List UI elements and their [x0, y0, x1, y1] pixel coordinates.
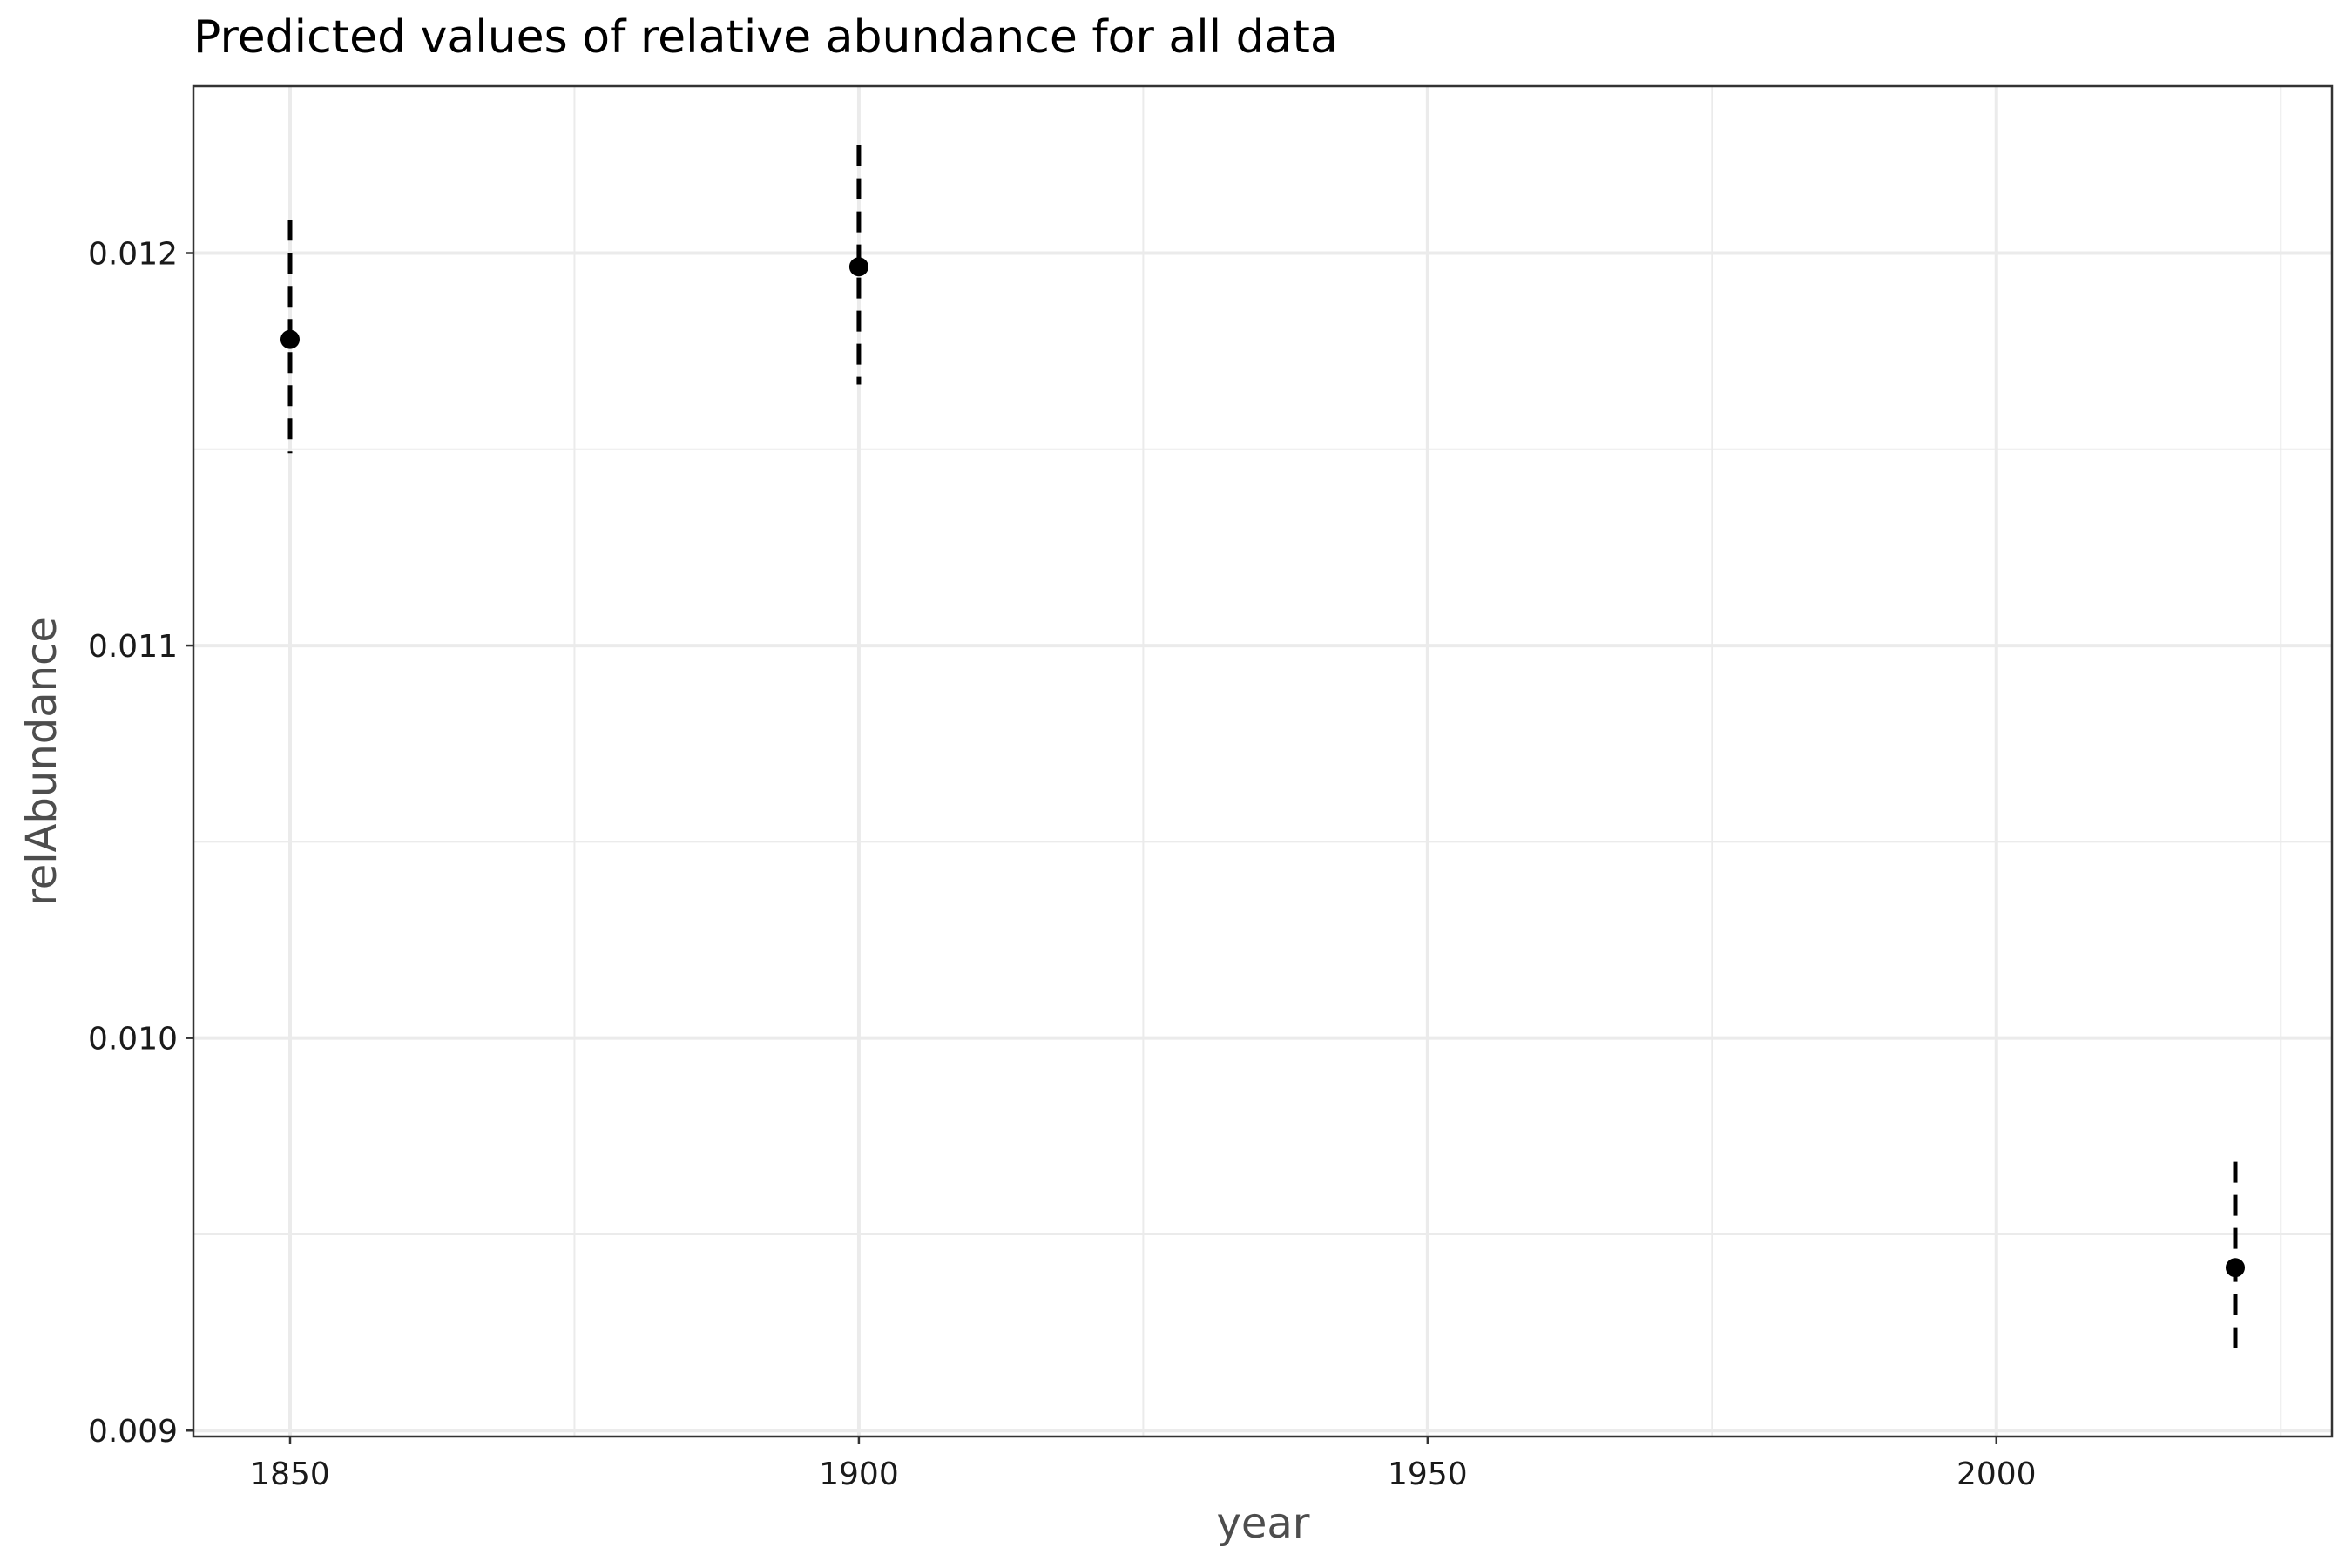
x-tick-label: 2000: [1957, 1456, 2037, 1492]
y-tick-label: 0.009: [88, 1414, 178, 1450]
x-axis-title: year: [1216, 1499, 1309, 1548]
y-axis-title: relAbundance: [17, 617, 66, 906]
panel-background: [193, 86, 2332, 1436]
y-tick-label: 0.011: [88, 629, 178, 665]
data-point: [280, 329, 300, 349]
x-tick-label: 1950: [1388, 1456, 1468, 1492]
y-axis: 0.009 0.010 0.011 0.012: [88, 236, 193, 1450]
major-gridlines: [193, 86, 2332, 1436]
chart-title: Predicted values of relative abundance f…: [193, 11, 1338, 64]
y-tick-label: 0.012: [88, 236, 178, 272]
data-point: [848, 257, 868, 277]
plot-panel: [192, 84, 2334, 1438]
minor-gridlines: [193, 86, 2332, 1436]
x-tick-label: 1900: [819, 1456, 899, 1492]
data-point: [2226, 1258, 2246, 1278]
data-points: [280, 257, 2246, 1278]
y-tick-label: 0.010: [88, 1022, 178, 1058]
panel-border: [192, 84, 2334, 1438]
x-tick-label: 1850: [250, 1456, 330, 1492]
x-axis: 1850 1900 1950 2000: [250, 1436, 2037, 1492]
